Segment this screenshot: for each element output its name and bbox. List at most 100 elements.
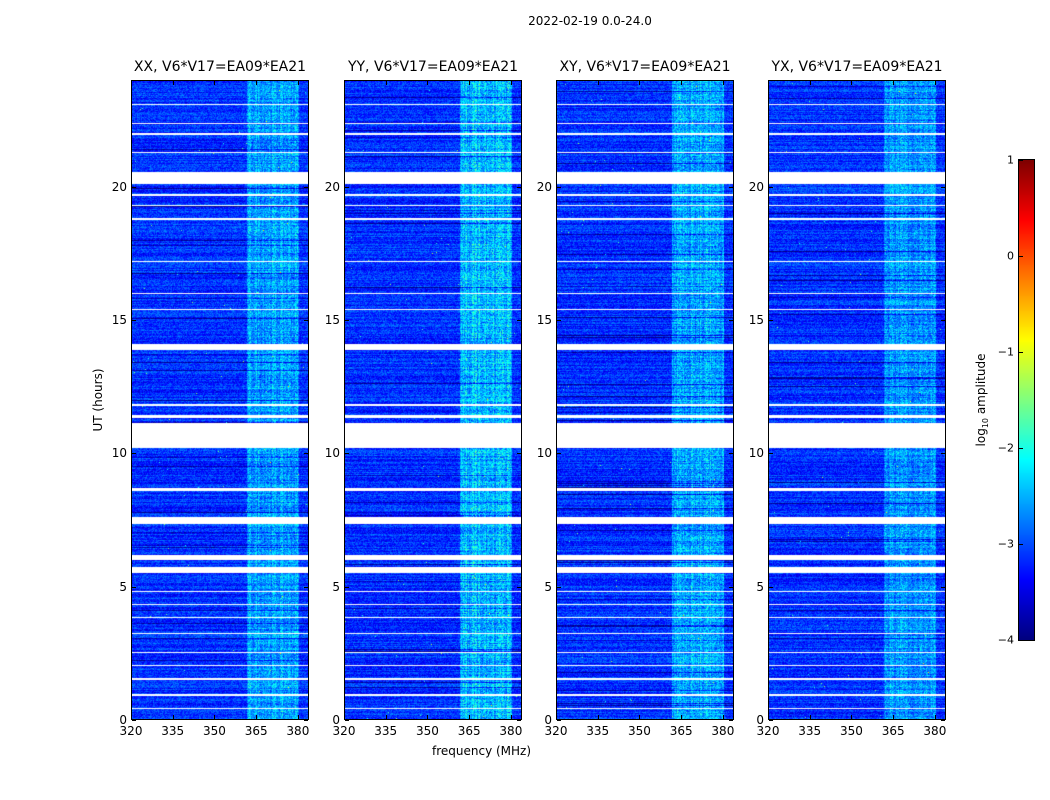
x-tick-mark [722, 715, 724, 719]
y-tick-mark [132, 586, 136, 588]
x-tick-label: 380 [499, 724, 523, 738]
x-tick-label: 350 [839, 724, 863, 738]
heatmap-panel-xy [556, 80, 734, 720]
x-tick-mark [297, 81, 299, 85]
y-tick-mark [132, 453, 136, 455]
x-tick-mark [597, 715, 599, 719]
x-tick-mark [469, 81, 471, 85]
y-tick-label: 15 [536, 313, 552, 327]
y-tick-mark [304, 586, 308, 588]
x-tick-mark [809, 715, 811, 719]
y-tick-label: 0 [119, 713, 127, 727]
y-tick-mark [941, 320, 945, 321]
x-tick-mark [510, 715, 512, 719]
x-tick-mark [722, 81, 724, 85]
x-tick-mark [385, 81, 387, 85]
colorbar-tick-label: −4 [997, 633, 1014, 647]
y-tick-mark [345, 320, 349, 321]
x-tick-label: 335 [374, 724, 398, 738]
panel-title: YX, V6*V17=EA09*EA21 [771, 59, 943, 75]
y-tick-label: 5 [756, 579, 764, 594]
x-tick-mark [344, 81, 345, 85]
y-tick-label: 0 [332, 713, 340, 727]
y-tick-label: 5 [544, 579, 552, 594]
colorbar-tick-label: 1 [1007, 153, 1014, 167]
x-tick-mark [851, 81, 853, 85]
x-tick-label: 365 [669, 724, 693, 738]
y-tick-label: 20 [536, 179, 552, 194]
y-tick-mark [729, 586, 733, 588]
x-tick-label: 365 [881, 724, 905, 738]
x-tick-mark [427, 715, 429, 719]
y-tick-mark [517, 320, 521, 321]
heatmap-image [557, 81, 733, 719]
y-tick-mark [304, 320, 308, 321]
x-tick-mark [131, 81, 132, 85]
x-tick-label: 380 [923, 724, 947, 738]
x-tick-label: 350 [415, 724, 439, 738]
x-tick-mark [385, 715, 387, 719]
x-tick-mark [639, 715, 641, 719]
x-tick-label: 320 [119, 724, 143, 738]
x-tick-label: 380 [286, 724, 310, 738]
y-tick-mark [769, 320, 773, 321]
y-tick-mark [729, 720, 733, 721]
x-tick-label: 380 [711, 724, 735, 738]
colorbar-tick-label: −3 [997, 537, 1014, 551]
x-tick-mark [893, 81, 895, 85]
y-tick-label: 0 [756, 713, 764, 727]
x-tick-label: 350 [202, 724, 226, 738]
heatmap-image [769, 81, 945, 719]
y-tick-mark [132, 186, 136, 188]
x-tick-mark [681, 81, 683, 85]
y-tick-mark [769, 453, 773, 455]
x-tick-mark [768, 81, 769, 85]
x-tick-mark [344, 715, 345, 719]
x-tick-mark [297, 715, 299, 719]
x-tick-mark [214, 81, 216, 85]
y-tick-mark [345, 586, 349, 588]
x-tick-label: 335 [798, 724, 822, 738]
y-tick-label: 15 [324, 313, 340, 327]
y-tick-mark [304, 453, 308, 455]
colorbar-tick-mark [1019, 640, 1023, 641]
x-tick-mark [556, 715, 557, 719]
colorbar-tick-label: −2 [997, 441, 1014, 455]
heatmap-panel-yx [768, 80, 946, 720]
panel-title: XX, V6*V17=EA09*EA21 [133, 59, 307, 75]
colorbar-tick-mark [1019, 544, 1023, 545]
y-tick-mark [769, 586, 773, 588]
y-tick-label: 15 [748, 313, 764, 327]
y-tick-mark [941, 586, 945, 588]
x-tick-mark [172, 81, 174, 85]
panel-title: YY, V6*V17=EA09*EA21 [347, 59, 519, 75]
colorbar-gradient [1019, 160, 1034, 640]
y-tick-mark [345, 453, 349, 455]
colorbar-tick-mark [1019, 352, 1023, 353]
x-tick-mark [469, 715, 471, 719]
colorbar [1018, 159, 1035, 641]
y-tick-label: 5 [119, 579, 127, 594]
y-tick-mark [941, 720, 945, 721]
x-tick-mark [639, 81, 641, 85]
x-tick-mark [172, 715, 174, 719]
x-tick-label: 350 [627, 724, 651, 738]
y-tick-mark [304, 720, 308, 721]
y-tick-label: 0 [544, 713, 552, 727]
y-tick-mark [769, 720, 773, 721]
y-tick-mark [557, 720, 561, 721]
figure-title: 2022-02-19 0.0-24.0 [528, 14, 652, 28]
x-tick-label: 320 [332, 724, 356, 738]
y-tick-mark [557, 320, 561, 321]
x-tick-label: 335 [586, 724, 610, 738]
x-tick-mark [427, 81, 429, 85]
x-tick-mark [768, 715, 769, 719]
x-tick-mark [256, 81, 258, 85]
x-tick-mark [256, 715, 258, 719]
colorbar-tick-mark [1019, 256, 1023, 257]
y-tick-mark [729, 320, 733, 321]
colorbar-tick-mark [1019, 160, 1023, 161]
y-tick-label: 10 [111, 446, 127, 461]
y-tick-label: 20 [111, 179, 127, 194]
